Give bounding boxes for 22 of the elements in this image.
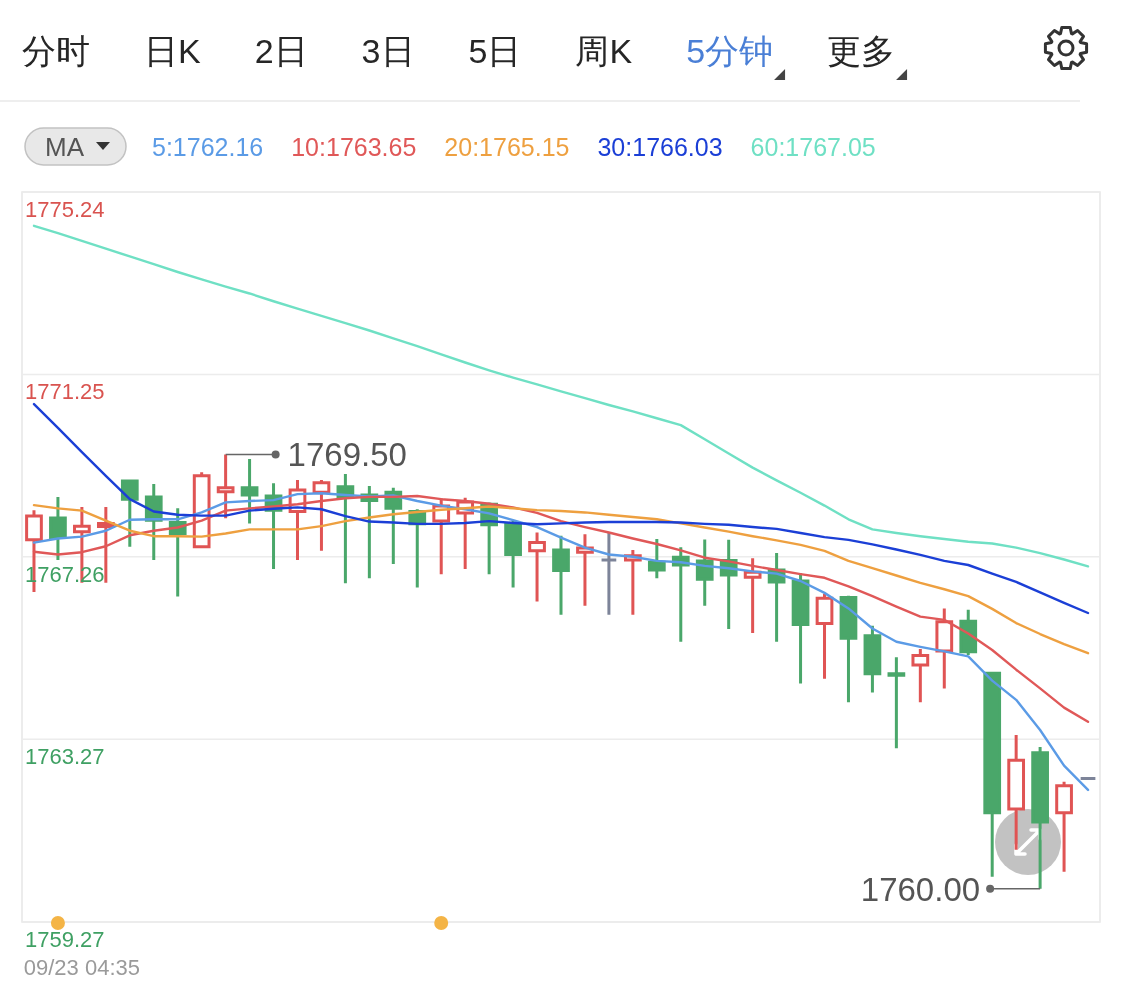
- period-label: 周K: [575, 32, 633, 70]
- y-tick-label: 1759.27: [25, 927, 105, 952]
- extreme-price-note: 1760.00: [860, 870, 981, 908]
- period-label: 5日: [468, 32, 522, 70]
- period-label: 日K: [144, 32, 201, 70]
- legend-title: MA: [45, 132, 85, 162]
- period-label: 2日: [254, 32, 308, 70]
- legend-item: 60:1767.05: [750, 133, 876, 161]
- period-label: 3日: [361, 32, 415, 70]
- period-label-selected: 5分钟: [686, 32, 774, 70]
- y-tick-label: 1775.24: [25, 197, 105, 222]
- period-label: 分时: [22, 32, 90, 70]
- period-label: 更多: [827, 32, 896, 70]
- legend-item: 30:1766.03: [597, 133, 723, 161]
- legend-item: 20:1765.15: [444, 133, 570, 161]
- legend-item: 10:1763.65: [291, 133, 417, 161]
- extreme-price-note: 1769.50: [287, 436, 407, 474]
- x-tick-label: 09/23 04:35: [23, 955, 141, 980]
- y-tick-label: 1771.25: [25, 379, 105, 405]
- y-tick-label: 1763.27: [25, 744, 105, 770]
- legend-item: 5:1762.16: [152, 133, 264, 161]
- indicator-dropdown: MA: [24, 127, 127, 166]
